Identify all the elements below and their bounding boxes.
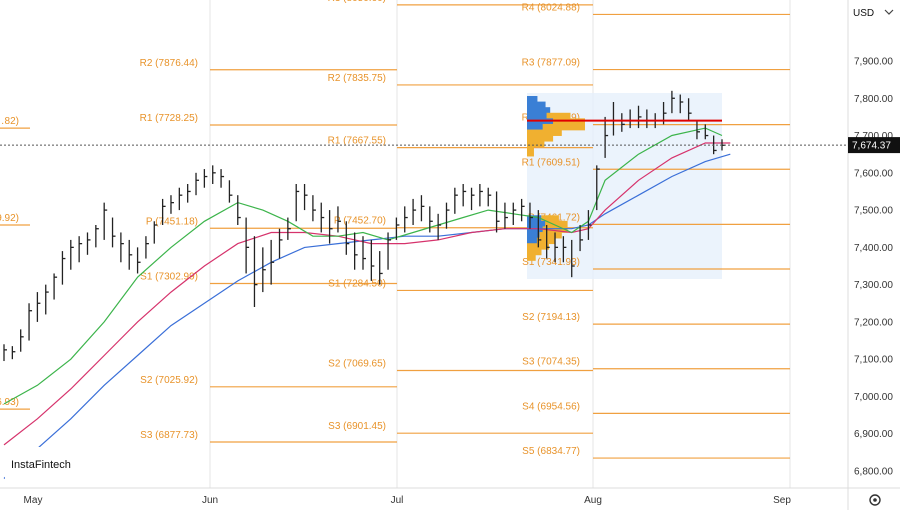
price-tick-label: 7,600.00 — [854, 168, 893, 179]
price-axis-panel — [848, 0, 900, 510]
price-tick-label: 7,800.00 — [854, 94, 893, 105]
pivot-label: R3 (7877.09) — [522, 58, 580, 69]
volume-bar-orange — [527, 144, 534, 157]
pivot-label: S2 (7025.92) — [140, 375, 198, 386]
pivot-label: S2 (7194.13) — [522, 312, 580, 323]
pivot-levels: (7…82) …9.92) …6.93) R2 (7876.44) R1 (7728.2… — [0, 0, 790, 459]
volume-bar-orange — [527, 248, 536, 261]
price-tick-label: 7,100.00 — [854, 355, 893, 366]
price-tick-label: 7,500.00 — [854, 206, 893, 217]
pivot-label: S5 (6834.77) — [522, 446, 580, 457]
pivot-label: P (7451.18) — [146, 216, 198, 227]
price-tick-label: 6,800.00 — [854, 467, 893, 478]
pivot-label: …6.93) — [0, 397, 19, 408]
pivot-label: R3 (8050.60) — [328, 0, 386, 4]
pivot-label: S2 (7069.65) — [328, 358, 386, 369]
pivot-label: S1 (7284.50) — [328, 278, 386, 289]
pivot-label: R2 (7876.44) — [140, 58, 198, 69]
month-tick-label: Jul — [391, 495, 404, 506]
brand-label: InstaFintech — [11, 459, 71, 471]
price-tick-label: 7,700.00 — [854, 131, 893, 142]
pivot-label: R4 (8024.88) — [522, 2, 580, 13]
currency-label: USD — [853, 8, 874, 19]
pivot-label: S1 (7302.99) — [140, 272, 198, 283]
price-tick-label: 7,400.00 — [854, 243, 893, 254]
pivot-label: S1 (7341.93) — [522, 257, 580, 268]
current-price-value: 7,674.37 — [852, 141, 891, 152]
pivot-label: R1 (7728.25) — [140, 113, 198, 124]
pivot-label: S3 (6877.73) — [140, 430, 198, 441]
time-axis: May Jun Jul Aug Sep — [24, 495, 792, 506]
pivot-label: R1 (7667.55) — [328, 136, 386, 147]
brand-watermark: InstaFintech — [5, 447, 85, 479]
pivot-label: P (7452.70) — [334, 216, 386, 227]
currency-selector[interactable]: USD — [849, 1, 899, 23]
month-tick-label: Sep — [773, 495, 791, 506]
month-tick-label: Jun — [202, 495, 218, 506]
price-tick-label: 7,000.00 — [854, 392, 893, 403]
pivot-label: S3 (7074.35) — [522, 357, 580, 368]
price-tick-label: 7,900.00 — [854, 57, 893, 68]
price-tick-label: 7,300.00 — [854, 280, 893, 291]
settings-gear-icon[interactable] — [869, 494, 881, 506]
pivot-label: S4 (6954.56) — [522, 401, 580, 412]
pivot-label: R1 (7609.51) — [522, 157, 580, 168]
pivot-label: …9.92) — [0, 213, 19, 224]
month-tick-label: May — [24, 495, 43, 506]
current-price-tag: 7,674.37 — [848, 137, 900, 154]
volume-bar-orange — [527, 135, 545, 148]
pivot-label: R2 (7835.75) — [328, 73, 386, 84]
pivot-label: (7…82) — [0, 116, 19, 127]
price-axis: 7,900.00 7,800.00 7,700.00 7,600.00 7,500.00… — [854, 57, 893, 478]
price-tick-label: 6,900.00 — [854, 429, 893, 440]
month-tick-label: Aug — [584, 495, 602, 506]
price-tick-label: 7,200.00 — [854, 317, 893, 328]
pivot-label: S3 (6901.45) — [328, 421, 386, 432]
chevron-down-icon — [884, 9, 894, 15]
